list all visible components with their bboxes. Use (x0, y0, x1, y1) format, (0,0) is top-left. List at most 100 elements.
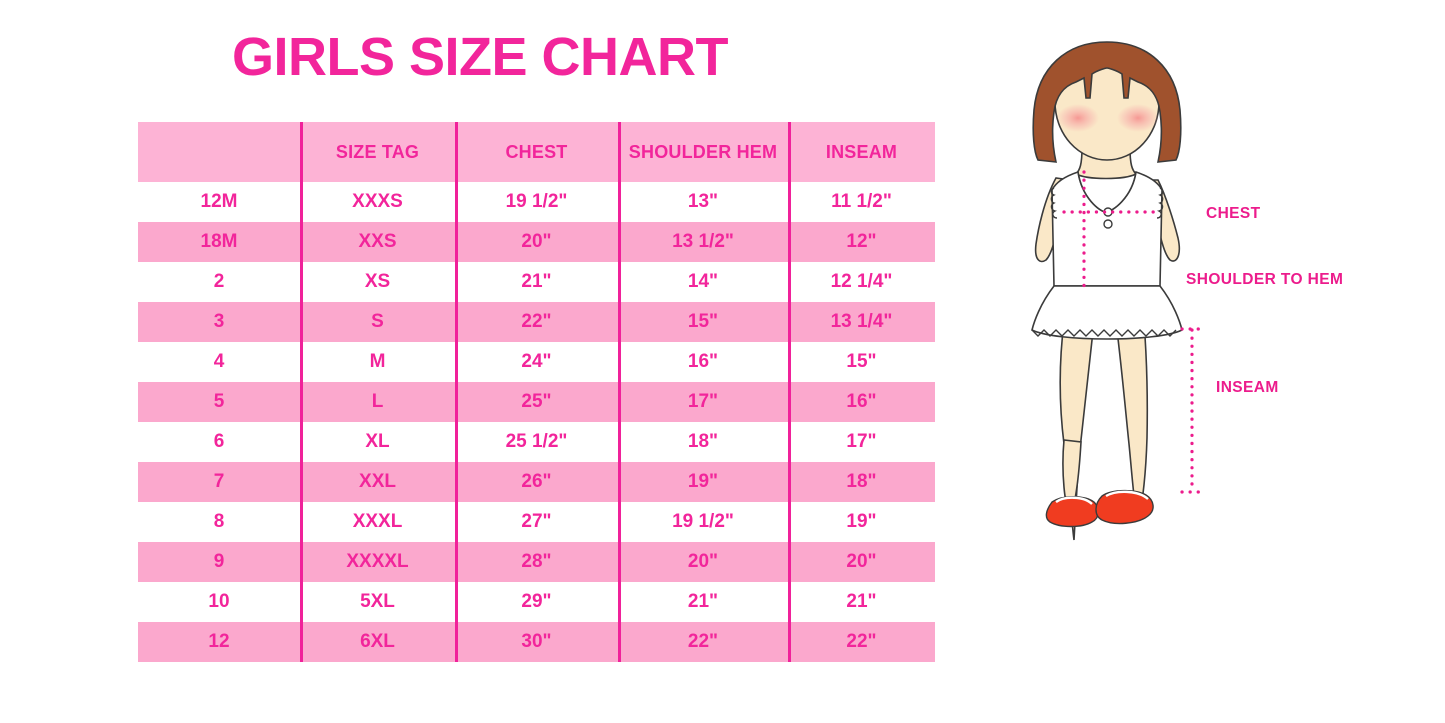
right-shoe (1095, 489, 1154, 525)
cell-size-tag: S (300, 302, 455, 342)
cell-shoulder-hem: 13 1/2" (618, 222, 788, 262)
cell-size: 12 (138, 622, 300, 662)
right-cheek (1117, 104, 1159, 132)
left-shoe-strap (1055, 496, 1093, 505)
cell-inseam: 21" (788, 582, 935, 622)
cell-size: 8 (138, 502, 300, 542)
cell-inseam: 15" (788, 342, 935, 382)
cell-shoulder-hem: 18" (618, 422, 788, 462)
cell-size-tag: XXL (300, 462, 455, 502)
cell-chest: 30" (455, 622, 618, 662)
column-header-chest: CHEST (455, 122, 618, 182)
cell-size: 4 (138, 342, 300, 382)
cell-chest: 27" (455, 502, 618, 542)
girl-figure: CHEST SHOULDER TO HEM INSEAM (1031, 41, 1343, 541)
cell-size-tag: M (300, 342, 455, 382)
left-cheek (1057, 104, 1099, 132)
cell-shoulder-hem: 17" (618, 382, 788, 422)
column-header-shoulder-hem: SHOULDER HEM (618, 122, 788, 182)
cell-size-tag: L (300, 382, 455, 422)
cell-size-tag: XXS (300, 222, 455, 262)
table-header: SIZE TAG CHEST SHOULDER HEM INSEAM (138, 122, 935, 182)
skirt-scallop-hem (1031, 329, 1177, 337)
cell-size: 9 (138, 542, 300, 582)
cell-size: 3 (138, 302, 300, 342)
page-title: GIRLS SIZE CHART (231, 27, 729, 87)
cell-shoulder-hem: 15" (618, 302, 788, 342)
cell-chest: 21" (455, 262, 618, 302)
cell-size: 12M (138, 182, 300, 222)
blouse-button-bottom (1103, 219, 1113, 229)
table-row: 5 L 25" 17" 16" (138, 382, 935, 422)
cell-inseam: 13 1/4" (788, 302, 935, 342)
cell-inseam: 16" (788, 382, 935, 422)
cell-inseam: 17" (788, 422, 935, 462)
shoes-group (1045, 489, 1154, 528)
cell-shoulder-hem: 20" (618, 542, 788, 582)
chest-label: CHEST (1206, 205, 1261, 222)
cell-size-tag: 6XL (300, 622, 455, 662)
cell-chest: 26" (455, 462, 618, 502)
cell-inseam: 19" (788, 502, 935, 542)
size-chart-table: SIZE TAG CHEST SHOULDER HEM INSEAM 12M XX… (138, 122, 935, 662)
table-row: 9 XXXXL 28" 20" 20" (138, 542, 935, 582)
cell-shoulder-hem: 19 1/2" (618, 502, 788, 542)
cell-inseam: 11 1/2" (788, 182, 935, 222)
blouse-group (1050, 170, 1164, 287)
cell-chest: 19 1/2" (455, 182, 618, 222)
cell-chest: 22" (455, 302, 618, 342)
cell-size-tag: 5XL (300, 582, 455, 622)
column-header-size-tag: SIZE TAG (300, 122, 455, 182)
table-row: 18M XXS 20" 13 1/2" 12" (138, 222, 935, 262)
measurement-guides (1062, 170, 1206, 494)
table-row: 12M XXXS 19 1/2" 13" 11 1/2" (138, 182, 935, 222)
right-shoe-strap (1105, 490, 1149, 500)
column-header-inseam: INSEAM (788, 122, 935, 182)
table-row: 12 6XL 30" 22" 22" (138, 622, 935, 662)
cell-shoulder-hem: 16" (618, 342, 788, 382)
cell-size-tag: XS (300, 262, 455, 302)
legs-group (1059, 305, 1149, 541)
measurement-illustration: CHEST SHOULDER TO HEM INSEAM (960, 40, 1445, 723)
cell-chest: 25 1/2" (455, 422, 618, 462)
blouse-right-ruffle (1156, 187, 1164, 219)
cell-inseam: 22" (788, 622, 935, 662)
cell-size: 7 (138, 462, 300, 502)
cell-size: 6 (138, 422, 300, 462)
head-group (1032, 41, 1182, 163)
cell-inseam: 20" (788, 542, 935, 582)
cell-size-tag: XL (300, 422, 455, 462)
cell-chest: 24" (455, 342, 618, 382)
table-row: 3 S 22" 15" 13 1/4" (138, 302, 935, 342)
cell-inseam: 18" (788, 462, 935, 502)
cell-size: 10 (138, 582, 300, 622)
table-body: 12M XXXS 19 1/2" 13" 11 1/2" 18M XXS 20" 13 1/2"… (138, 182, 935, 662)
table-row: 10 5XL 29" 21" 21" (138, 582, 935, 622)
cell-inseam: 12" (788, 222, 935, 262)
left-shoe (1045, 496, 1099, 528)
cell-size: 18M (138, 222, 300, 262)
table-row: 8 XXXL 27" 19 1/2" 19" (138, 502, 935, 542)
cell-chest: 29" (455, 582, 618, 622)
skirt-body (1031, 285, 1183, 340)
cell-chest: 20" (455, 222, 618, 262)
cell-inseam: 12 1/4" (788, 262, 935, 302)
cell-size: 5 (138, 382, 300, 422)
cell-shoulder-hem: 13" (618, 182, 788, 222)
table-row: 2 XS 21" 14" 12 1/4" (138, 262, 935, 302)
column-header-size (138, 122, 300, 182)
table-header-row: SIZE TAG CHEST SHOULDER HEM INSEAM (138, 122, 935, 182)
cell-shoulder-hem: 22" (618, 622, 788, 662)
cell-size-tag: XXXS (300, 182, 455, 222)
shoulder-to-hem-label: SHOULDER TO HEM (1186, 271, 1343, 288)
cell-chest: 28" (455, 542, 618, 582)
hair (1032, 41, 1182, 163)
cell-shoulder-hem: 14" (618, 262, 788, 302)
cell-shoulder-hem: 21" (618, 582, 788, 622)
blouse-body (1051, 170, 1163, 287)
inseam-label: INSEAM (1216, 379, 1279, 396)
cell-size: 2 (138, 262, 300, 302)
cell-chest: 25" (455, 382, 618, 422)
blouse-left-ruffle (1050, 187, 1058, 219)
table-row: 6 XL 25 1/2" 18" 17" (138, 422, 935, 462)
